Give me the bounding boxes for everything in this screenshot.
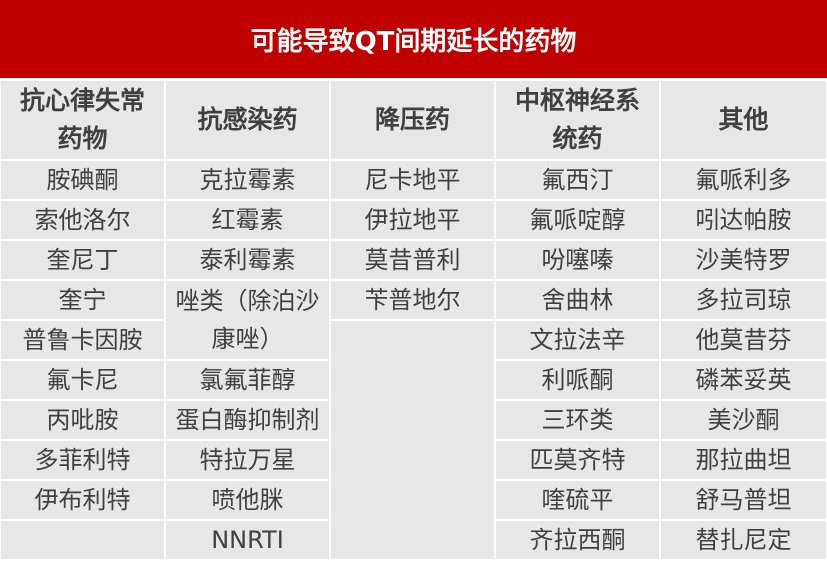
cell-text: 尼卡地平 xyxy=(364,166,461,194)
table-cell: 喹硫平 xyxy=(495,480,660,520)
cell-text: 抗感染药 xyxy=(197,105,298,134)
table-cell: 尼卡地平 xyxy=(330,160,495,200)
cell-text: 舒马普坦 xyxy=(695,486,792,514)
table-cell: 普鲁卡因胺 xyxy=(0,320,165,360)
table-cell: 文拉法辛 xyxy=(495,320,660,360)
table-cell: 克拉霉素 xyxy=(165,160,330,200)
table-cell: 舒马普坦 xyxy=(660,480,827,520)
cell-text: 奎宁 xyxy=(58,286,107,314)
table-cell: 利哌酮 xyxy=(495,360,660,400)
table-cell: 氟西汀 xyxy=(495,160,660,200)
cell-text: 吩噻嗪 xyxy=(541,246,614,274)
cell-text: 泰利霉素 xyxy=(199,246,296,274)
cell-text: 克拉霉素 xyxy=(199,166,296,194)
table-cell: 奎宁 xyxy=(0,280,165,320)
cell-text: 喹硫平 xyxy=(541,486,614,514)
table-cell: 匹莫齐特 xyxy=(495,440,660,480)
table-cell: 舍曲林 xyxy=(495,280,660,320)
cell-text: 胺碘酮 xyxy=(46,166,119,194)
cell-text: 文拉法辛 xyxy=(529,326,626,354)
table-cell: 氯氟菲醇 xyxy=(165,360,330,400)
cell-text: 红霉素 xyxy=(211,206,284,234)
cell-text: 替扎尼定 xyxy=(695,526,792,554)
table-cell: 三环类 xyxy=(495,400,660,440)
table-cell: 伊拉地平 xyxy=(330,200,495,240)
cell-text: 伊布利特 xyxy=(34,486,131,514)
table-cell: 氟哌利多 xyxy=(660,160,827,200)
column-header: 抗感染药 xyxy=(165,80,330,160)
cell-text: 蛋白酶抑制剂 xyxy=(175,406,320,434)
table-cell: 吲达帕胺 xyxy=(660,200,827,240)
table-cell: 唑类（除泊沙康唑） xyxy=(165,280,330,360)
cell-text: 那拉曲坦 xyxy=(695,446,792,474)
table-cell: 磷苯妥英 xyxy=(660,360,827,400)
cell-text: 氟哌啶醇 xyxy=(529,206,626,234)
cell-text: 氟卡尼 xyxy=(46,366,119,394)
cell-text: 磷苯妥英 xyxy=(695,366,792,394)
cell-text: 奎尼丁 xyxy=(46,246,119,274)
table-cell: 沙美特罗 xyxy=(660,240,827,280)
table-cell: 美沙酮 xyxy=(660,400,827,440)
table-cell: 吩噻嗪 xyxy=(495,240,660,280)
column-header: 其他 xyxy=(660,80,827,160)
cell-text: 其他 xyxy=(718,105,769,134)
cell-text: 中枢神经系统药 xyxy=(514,86,640,153)
table-cell: 莫昔普利 xyxy=(330,240,495,280)
cell-text: NNRTI xyxy=(211,526,284,554)
cell-text: 氯氟菲醇 xyxy=(199,366,296,394)
cell-text: 氟哌利多 xyxy=(695,166,792,194)
table-cell: 他莫昔芬 xyxy=(660,320,827,360)
cell-text: 降压药 xyxy=(374,105,450,134)
empty-cell xyxy=(0,520,165,560)
column-header: 抗心律失常药物 xyxy=(0,80,165,160)
table-cell: 多菲利特 xyxy=(0,440,165,480)
cell-text: 三环类 xyxy=(541,406,614,434)
cell-text: 舍曲林 xyxy=(541,286,614,314)
table-cell: 奎尼丁 xyxy=(0,240,165,280)
cell-text: 丙吡胺 xyxy=(46,406,119,434)
table-cell: 氟哌啶醇 xyxy=(495,200,660,240)
table-cell: 泰利霉素 xyxy=(165,240,330,280)
cell-text: 匹莫齐特 xyxy=(529,446,626,474)
table-cell: 喷他脒 xyxy=(165,480,330,520)
cell-text: 普鲁卡因胺 xyxy=(22,326,143,354)
table-cell: 氟卡尼 xyxy=(0,360,165,400)
table-cell: 那拉曲坦 xyxy=(660,440,827,480)
cell-text: 喷他脒 xyxy=(211,486,284,514)
cell-text: 抗心律失常药物 xyxy=(19,86,145,153)
cell-text: 利哌酮 xyxy=(541,366,614,394)
table-cell: 丙吡胺 xyxy=(0,400,165,440)
cell-text: 多菲利特 xyxy=(34,446,131,474)
cell-text: 莫昔普利 xyxy=(364,246,461,274)
table-cell: 替扎尼定 xyxy=(660,520,827,560)
table-cell: 胺碘酮 xyxy=(0,160,165,200)
cell-text: 特拉万星 xyxy=(199,446,296,474)
cell-text: 多拉司琼 xyxy=(695,286,792,314)
cell-text: 齐拉西酮 xyxy=(529,526,626,554)
table-cell: NNRTI xyxy=(165,520,330,560)
empty-cell xyxy=(330,320,495,560)
table-cell: 索他洛尔 xyxy=(0,200,165,240)
cell-text: 沙美特罗 xyxy=(695,246,792,274)
cell-text: 唑类（除泊沙康唑） xyxy=(175,287,320,353)
table-cell: 红霉素 xyxy=(165,200,330,240)
cell-text: 氟西汀 xyxy=(541,166,614,194)
table-cell: 苄普地尔 xyxy=(330,280,495,320)
title-bar: 可能导致QT间期延长的药物 xyxy=(0,0,827,78)
cell-text: 美沙酮 xyxy=(707,406,780,434)
cell-text: 他莫昔芬 xyxy=(695,326,792,354)
table-cell: 齐拉西酮 xyxy=(495,520,660,560)
table-cell: 多拉司琼 xyxy=(660,280,827,320)
table-cell: 伊布利特 xyxy=(0,480,165,520)
column-header: 中枢神经系统药 xyxy=(495,80,660,160)
table-cell: 蛋白酶抑制剂 xyxy=(165,400,330,440)
table-cell: 特拉万星 xyxy=(165,440,330,480)
cell-text: 伊拉地平 xyxy=(364,206,461,234)
cell-text: 索他洛尔 xyxy=(34,206,131,234)
cell-text: 苄普地尔 xyxy=(364,286,461,314)
column-header: 降压药 xyxy=(330,80,495,160)
cell-text: 吲达帕胺 xyxy=(695,206,792,234)
